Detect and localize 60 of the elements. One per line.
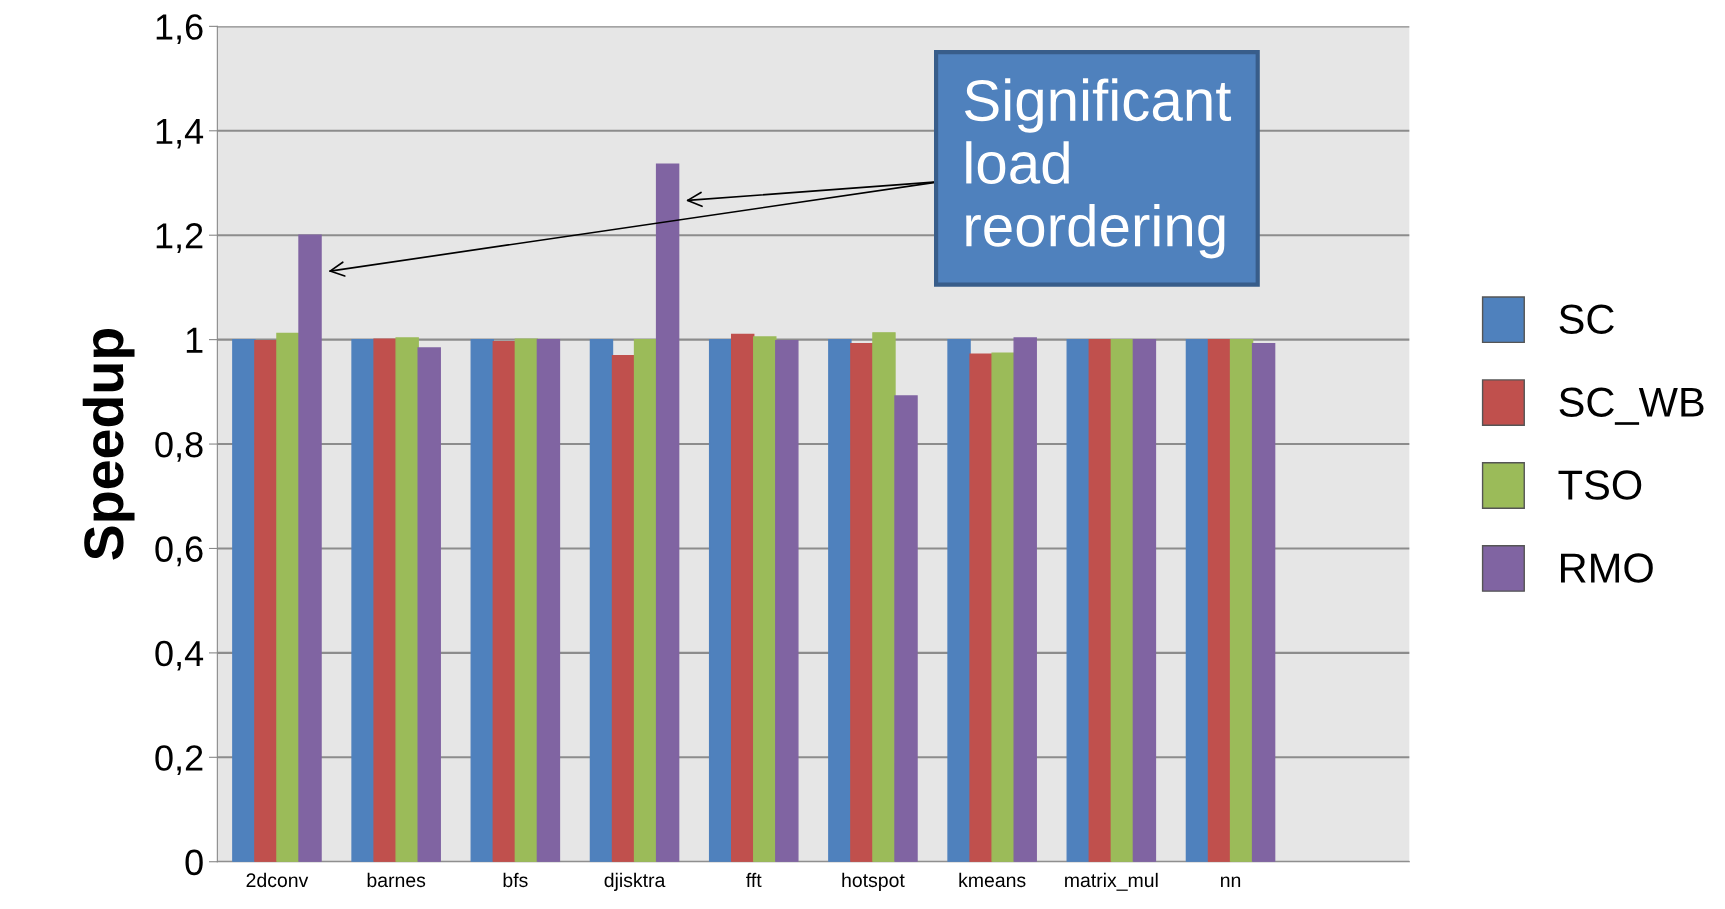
bar — [232, 338, 256, 862]
x-tick-label: nn — [1221, 876, 1241, 887]
x-tick-label: matrix_mul — [1065, 872, 1158, 891]
legend-label: SC_WB — [1559, 387, 1704, 425]
y-tick-label: 1,4 — [156, 119, 204, 149]
bar — [373, 338, 397, 862]
bar — [1088, 338, 1113, 862]
y-tick-label: 1,6 — [156, 14, 203, 45]
y-tick-label: 0,4 — [155, 640, 204, 671]
bar — [633, 338, 658, 862]
bar — [536, 338, 561, 862]
legend-label: SC — [1559, 304, 1614, 335]
bar — [969, 353, 993, 862]
bar — [1207, 338, 1232, 862]
bar — [589, 338, 614, 862]
bar — [872, 332, 896, 862]
x-tick-label: kmeans — [959, 872, 1026, 888]
bar — [1013, 337, 1037, 862]
legend-label: TSO — [1558, 470, 1642, 500]
bar — [492, 341, 517, 862]
x-tick-label: barnes — [367, 872, 426, 888]
y-tick-label: 0 — [185, 849, 203, 876]
x-tick-label: 2dconv — [246, 872, 309, 888]
x-tick-label: fft — [746, 872, 762, 888]
bar — [417, 347, 441, 862]
bar — [351, 338, 375, 862]
bar — [708, 338, 733, 862]
bar — [254, 339, 278, 862]
x-tick-label: bfs — [503, 872, 528, 888]
bar — [655, 163, 680, 862]
bar — [395, 337, 419, 862]
bar — [1132, 338, 1157, 862]
bar — [730, 333, 755, 862]
bar — [828, 338, 852, 862]
x-tick-label: hotspot — [842, 872, 905, 891]
bar — [1251, 343, 1276, 862]
bar — [894, 395, 918, 862]
y-axis-title: Speedup — [82, 329, 135, 560]
y-tick-label: 0,8 — [155, 431, 203, 462]
y-tick-label: 1 — [186, 327, 203, 353]
y-tick-label: 0,6 — [155, 536, 203, 567]
bar — [1229, 338, 1254, 862]
y-tick-label: 1,2 — [156, 223, 203, 253]
annotation: Significant load reordering — [964, 78, 1232, 259]
bar — [1185, 338, 1210, 862]
bar — [276, 332, 300, 862]
bar — [470, 338, 494, 862]
bar — [1110, 338, 1135, 862]
legend-label: RMO — [1561, 553, 1653, 583]
y-tick-label: 0,2 — [155, 745, 203, 776]
bar — [298, 234, 322, 862]
bar — [1066, 338, 1090, 862]
bar — [991, 352, 1015, 862]
bar — [775, 339, 799, 862]
x-tick-label: djisktra — [604, 872, 666, 891]
bar — [947, 338, 971, 862]
bar — [850, 343, 874, 862]
bar — [611, 355, 636, 862]
bar — [753, 336, 777, 862]
bar — [514, 338, 539, 862]
